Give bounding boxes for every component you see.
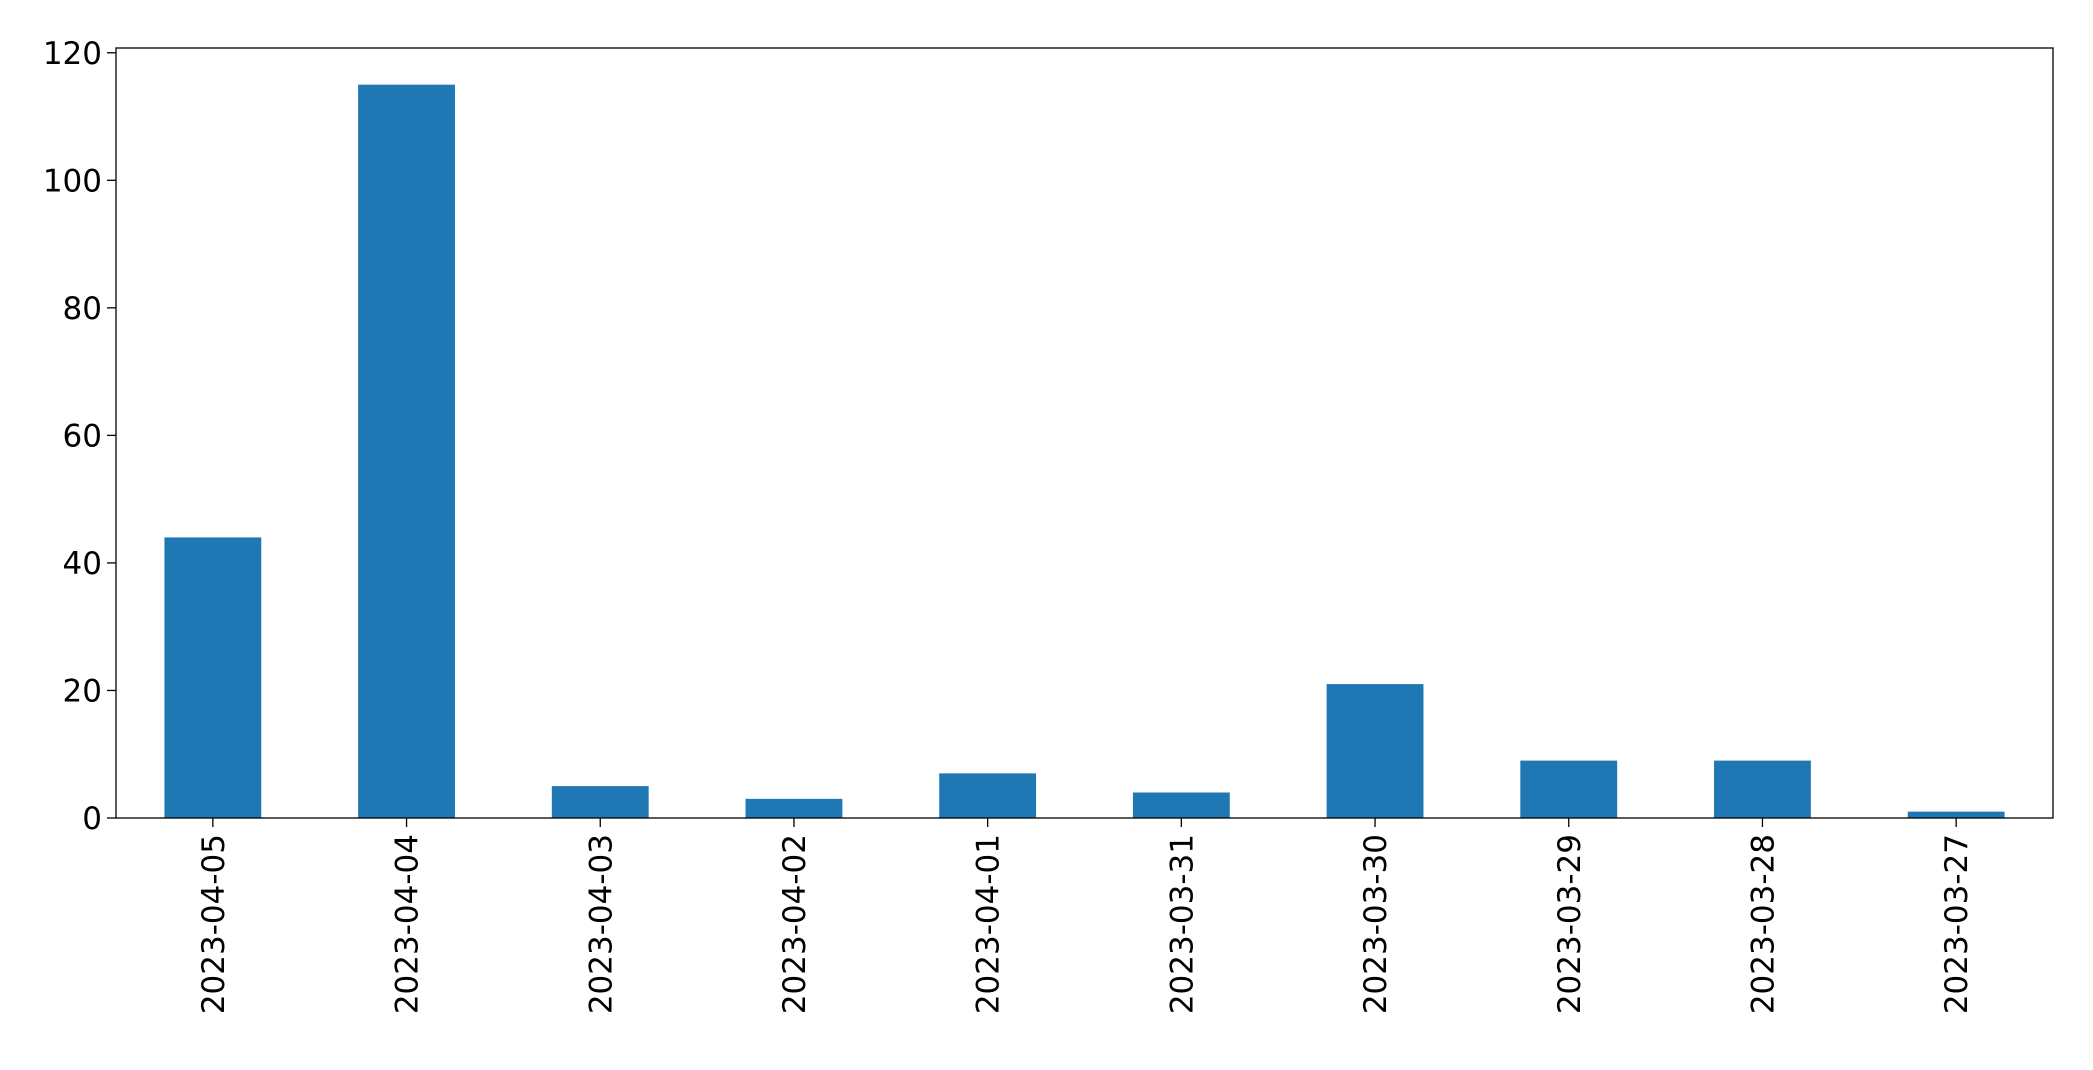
x-tick-label: 2023-03-28	[1745, 834, 1781, 1014]
x-tick-label: 2023-04-02	[777, 834, 813, 1014]
x-tick-label: 2023-04-03	[583, 834, 619, 1014]
y-tick-label: 100	[43, 163, 102, 199]
bar-2023-03-30	[1326, 684, 1424, 818]
y-tick-label: 40	[63, 546, 102, 582]
bar-2023-04-01	[939, 773, 1037, 818]
bar-2023-03-29	[1520, 760, 1618, 818]
plot-frame	[115, 47, 2054, 819]
bar-2023-04-04	[358, 84, 455, 818]
x-tick-label: 2023-04-04	[390, 834, 426, 1014]
x-tick-label: 2023-04-01	[971, 834, 1007, 1014]
x-tick-label: 2023-03-27	[1939, 834, 1975, 1014]
y-tick-label: 20	[63, 673, 102, 709]
x-tick-label: 2023-04-05	[196, 834, 232, 1014]
y-tick-label: 60	[63, 418, 102, 454]
bar-2023-03-27	[1907, 811, 2005, 818]
bar-2023-04-02	[745, 798, 843, 818]
y-tick-label: 80	[63, 291, 102, 327]
y-tick-label: 120	[43, 36, 102, 72]
bar-2023-04-05	[164, 537, 262, 818]
bar-2023-03-28	[1714, 760, 1811, 818]
x-tick-label: 2023-03-31	[1164, 834, 1200, 1014]
y-tick-label: 0	[82, 801, 102, 837]
y-axis: 0 20 40 60 80 100 120	[43, 36, 116, 837]
bar-2023-03-31	[1132, 792, 1230, 818]
x-tick-label: 2023-03-29	[1552, 834, 1588, 1014]
x-tick-label: 2023-03-30	[1358, 834, 1394, 1014]
bars	[164, 84, 2005, 818]
x-axis: 2023-04-05 2023-04-04 2023-04-03 2023-04-02…	[196, 818, 1975, 1014]
bar-2023-04-03	[551, 786, 649, 818]
